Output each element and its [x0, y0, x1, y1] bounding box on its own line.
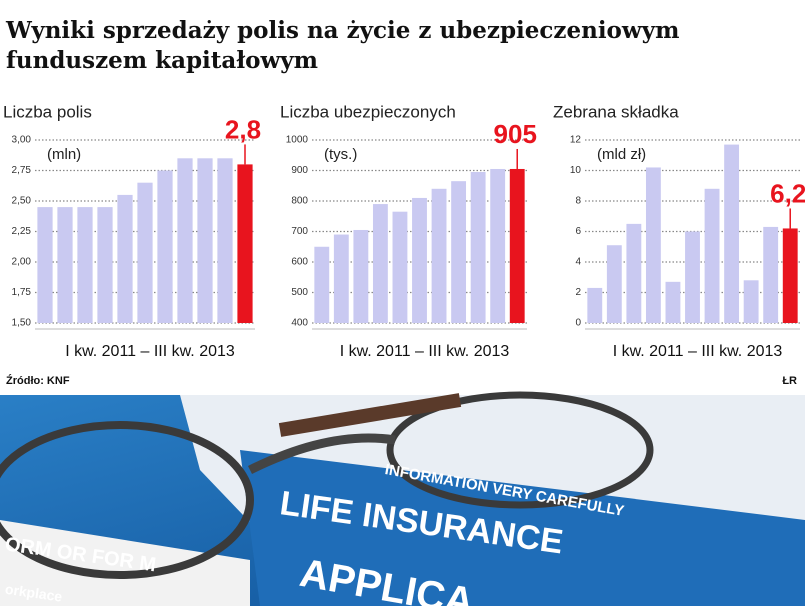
bar [57, 207, 73, 323]
bar [37, 207, 53, 323]
panel-title: Zebrana składka [553, 102, 679, 121]
bar [782, 228, 798, 323]
y-tick-label: 10 [570, 165, 582, 176]
bar [237, 164, 253, 323]
bar [704, 188, 720, 323]
y-tick-label: 2 [575, 287, 581, 298]
bar [372, 204, 388, 323]
bar [412, 197, 427, 323]
bar [490, 168, 506, 323]
value-label: 905 [494, 119, 537, 149]
y-tick-label: 600 [291, 257, 308, 268]
source: Źródło: KNF [6, 374, 70, 387]
photo-text: orkplace [4, 581, 63, 605]
bar [470, 172, 486, 323]
bar [626, 223, 642, 323]
y-tick-label: 2,25 [12, 226, 32, 237]
bar [177, 158, 193, 323]
form-field [0, 520, 250, 606]
bar [724, 144, 740, 323]
bar [77, 207, 93, 323]
bar [743, 280, 759, 323]
y-tick-label: 1,75 [12, 287, 32, 298]
bar [353, 229, 369, 323]
glasses-lens [0, 421, 254, 579]
y-tick-label: 0 [575, 318, 581, 329]
y-tick-label: 2,00 [12, 257, 32, 268]
x-axis-label: I kw. 2011 – III kw. 2013 [340, 343, 510, 360]
y-tick-label: 400 [291, 318, 308, 329]
bar [431, 188, 447, 323]
panel-title: Liczba polis [3, 102, 92, 121]
bar [197, 158, 213, 323]
y-tick-label: 800 [291, 196, 308, 207]
bar [333, 234, 349, 323]
x-axis-label: I kw. 2011 – III kw. 2013 [65, 343, 235, 360]
y-tick-label: 2,50 [12, 196, 32, 207]
unit-label: (tys.) [324, 146, 357, 163]
y-tick-label: 4 [575, 257, 581, 268]
glasses-temple [278, 393, 462, 437]
glasses-bridge [247, 433, 396, 475]
y-tick-label: 1,50 [12, 318, 32, 329]
bar [606, 245, 622, 323]
y-tick-label: 12 [570, 135, 582, 146]
bar [587, 287, 603, 323]
x-axis-label: I kw. 2011 – III kw. 2013 [613, 343, 783, 360]
glasses-lens [386, 391, 654, 509]
y-tick-label: 3,00 [12, 135, 32, 146]
bar [217, 158, 233, 323]
credit: ŁR [782, 375, 797, 387]
value-label: 2,8 [225, 114, 261, 144]
bar [117, 194, 133, 323]
y-tick-label: 8 [575, 196, 581, 207]
y-tick-label: 6 [575, 226, 581, 237]
bar [665, 281, 681, 323]
bar [509, 168, 525, 323]
bar [97, 207, 113, 323]
y-tick-label: 700 [291, 226, 308, 237]
y-tick-label: 2,75 [12, 165, 32, 176]
bar [451, 181, 467, 323]
y-tick-label: 1000 [286, 135, 309, 146]
bar [763, 226, 779, 323]
unit-label: (mln) [47, 146, 81, 163]
bar [137, 182, 153, 323]
y-tick-label: 900 [291, 165, 308, 176]
form-band [240, 450, 805, 606]
bar [645, 167, 661, 323]
value-label: 6,2 [770, 178, 805, 208]
y-tick-label: 500 [291, 287, 308, 298]
title-line: Wyniki sprzedaży polis na życie z ubezpi… [5, 17, 679, 44]
bar [157, 170, 173, 323]
panel-title: Liczba ubezpieczonych [280, 102, 456, 121]
title-line: funduszem kapitałowym [6, 47, 318, 74]
bar [392, 211, 408, 323]
bar [314, 246, 330, 323]
unit-label: (mld zł) [597, 146, 646, 163]
bar [685, 231, 700, 323]
